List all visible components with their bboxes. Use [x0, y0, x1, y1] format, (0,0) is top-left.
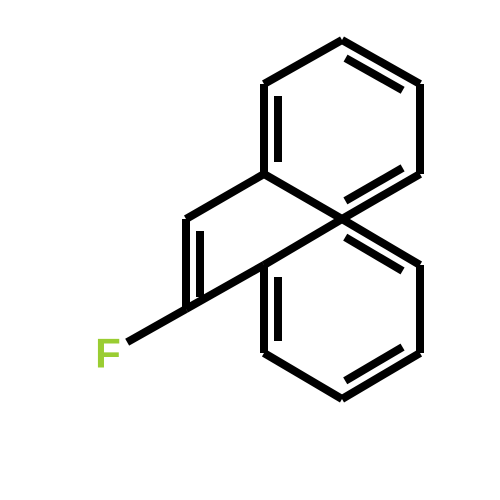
bond-line: [264, 353, 342, 399]
bond-line: [346, 58, 403, 90]
molecule-diagram: F: [0, 0, 500, 500]
bond-line: [127, 309, 186, 342]
bond-line: [264, 40, 342, 84]
atom-label-f: F: [95, 330, 121, 377]
bond-line: [264, 174, 342, 219]
bond-line: [264, 219, 342, 265]
bond-line: [186, 174, 264, 219]
